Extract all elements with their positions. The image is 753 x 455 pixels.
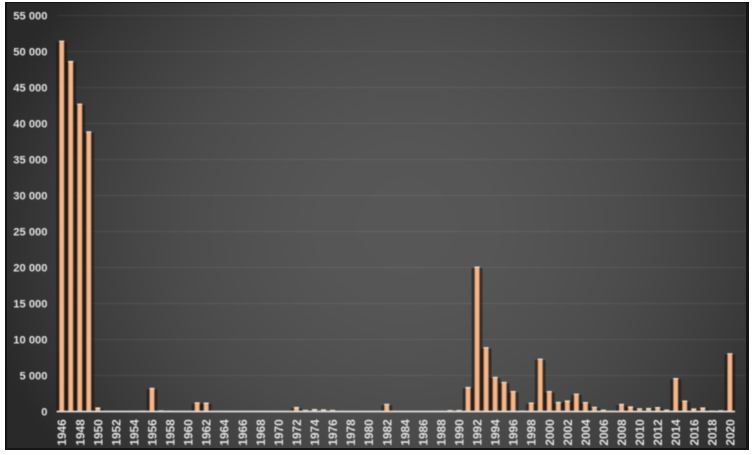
svg-text:1964: 1964: [218, 419, 232, 446]
svg-text:1972: 1972: [290, 419, 304, 446]
svg-text:2010: 2010: [633, 419, 647, 446]
svg-text:50 000: 50 000: [13, 47, 47, 59]
svg-text:35 000: 35 000: [13, 155, 47, 167]
svg-text:1956: 1956: [145, 419, 159, 446]
svg-text:1978: 1978: [344, 419, 358, 446]
svg-text:1982: 1982: [380, 419, 394, 446]
svg-text:1994: 1994: [489, 419, 503, 446]
svg-text:2012: 2012: [651, 419, 665, 446]
svg-text:1976: 1976: [326, 419, 340, 446]
svg-text:2020: 2020: [723, 419, 737, 446]
svg-text:1952: 1952: [109, 419, 123, 446]
svg-text:45 000: 45 000: [13, 83, 47, 95]
svg-text:1954: 1954: [127, 419, 141, 446]
svg-text:0: 0: [41, 407, 47, 419]
svg-text:1966: 1966: [236, 419, 250, 446]
svg-text:1958: 1958: [164, 419, 178, 446]
svg-text:2008: 2008: [615, 419, 629, 446]
svg-text:1998: 1998: [525, 419, 539, 446]
svg-text:5 000: 5 000: [20, 371, 48, 383]
svg-text:25 000: 25 000: [13, 227, 47, 239]
svg-text:2006: 2006: [597, 419, 611, 446]
svg-text:2016: 2016: [687, 419, 701, 446]
svg-text:1984: 1984: [398, 419, 412, 446]
svg-text:30 000: 30 000: [13, 191, 47, 203]
svg-text:1986: 1986: [416, 419, 430, 446]
svg-text:2002: 2002: [561, 419, 575, 446]
svg-text:2000: 2000: [543, 419, 557, 446]
svg-text:1992: 1992: [471, 419, 485, 446]
svg-text:40 000: 40 000: [13, 119, 47, 131]
svg-text:1962: 1962: [200, 419, 214, 446]
svg-text:2018: 2018: [705, 419, 719, 446]
svg-text:15 000: 15 000: [13, 299, 47, 311]
svg-text:10 000: 10 000: [13, 335, 47, 347]
svg-text:1960: 1960: [182, 419, 196, 446]
svg-text:2004: 2004: [579, 419, 593, 446]
svg-text:1990: 1990: [453, 419, 467, 446]
svg-text:20 000: 20 000: [13, 263, 47, 275]
svg-text:1968: 1968: [254, 419, 268, 446]
svg-text:1988: 1988: [434, 419, 448, 446]
svg-text:1948: 1948: [73, 419, 87, 446]
svg-text:1950: 1950: [91, 419, 105, 446]
svg-text:1974: 1974: [308, 419, 322, 446]
svg-text:2014: 2014: [669, 419, 683, 446]
svg-text:55 000: 55 000: [13, 11, 47, 23]
svg-text:1970: 1970: [272, 419, 286, 446]
svg-text:1946: 1946: [55, 419, 69, 446]
svg-text:1980: 1980: [362, 419, 376, 446]
svg-text:1996: 1996: [507, 419, 521, 446]
